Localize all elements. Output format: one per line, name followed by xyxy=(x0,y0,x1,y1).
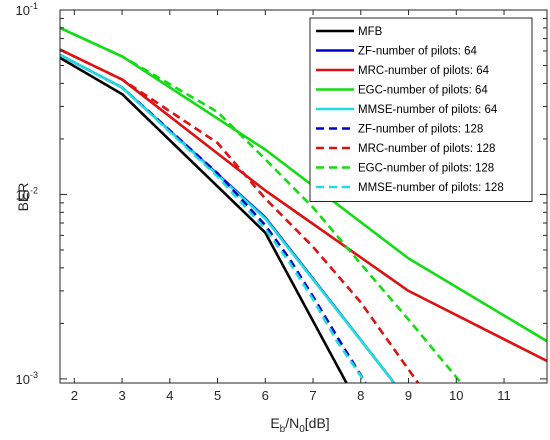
series-line xyxy=(60,53,396,383)
y-tick-label: 10-3 xyxy=(16,370,38,387)
y-axis-label: BER xyxy=(15,183,31,212)
series-layer xyxy=(60,26,547,383)
x-tick-label: 9 xyxy=(405,388,412,403)
y-tick-exponent: -3 xyxy=(30,370,38,380)
x-label-e: E xyxy=(270,415,279,431)
y-tick-base: 10 xyxy=(16,3,30,18)
series-line xyxy=(60,48,420,383)
legend-label: EGC-number of pilots: 64 xyxy=(358,85,488,97)
x-tick-label: 4 xyxy=(166,388,173,403)
x-axis-label: Eb/N0[dB] xyxy=(270,415,329,435)
legend-label: MFB xyxy=(358,26,383,38)
y-tick-exponent: -1 xyxy=(30,1,38,11)
x-tick-label: 2 xyxy=(71,388,78,403)
y-tick-label: 10-1 xyxy=(16,1,38,18)
legend-label: MRC-number of pilots: 64 xyxy=(358,65,490,77)
legend-label: MMSE-number of pilots: 64 xyxy=(358,104,498,116)
legend: MFB ZF-number of pilots: 64 MRC-number of … xyxy=(309,17,533,202)
y-tick-base: 10 xyxy=(16,372,30,387)
plot-frame xyxy=(59,9,548,384)
series-line xyxy=(60,53,367,383)
y-tick-exponent: -2 xyxy=(30,185,38,195)
y-tick-base: 10 xyxy=(16,187,30,202)
x-tick-label: 6 xyxy=(262,388,269,403)
x-label-n: /N xyxy=(285,415,299,431)
legend-label: MMSE-number of pilots: 128 xyxy=(358,182,504,194)
x-label-sub-0: 0 xyxy=(299,424,305,435)
x-tick-label: 8 xyxy=(357,388,364,403)
legend-label: EGC-number of pilots: 128 xyxy=(358,163,494,175)
x-tick-label: 11 xyxy=(497,388,511,403)
x-label-sub-b: b xyxy=(280,424,286,435)
y-tick-label: 10-2 xyxy=(16,185,38,202)
x-label-unit: [dB] xyxy=(305,415,330,431)
x-tick-label: 3 xyxy=(118,388,125,403)
x-tick-label: 5 xyxy=(214,388,221,403)
series-line xyxy=(60,56,348,383)
legend-label: ZF-number of pilots: 64 xyxy=(358,46,477,58)
x-tick-label: 10 xyxy=(449,388,463,403)
legend-label: MRC-number of pilots: 128 xyxy=(358,143,495,155)
legend-label: ZF-number of pilots: 128 xyxy=(358,124,483,136)
x-tick-label: 7 xyxy=(309,388,316,403)
series-line xyxy=(60,26,463,383)
